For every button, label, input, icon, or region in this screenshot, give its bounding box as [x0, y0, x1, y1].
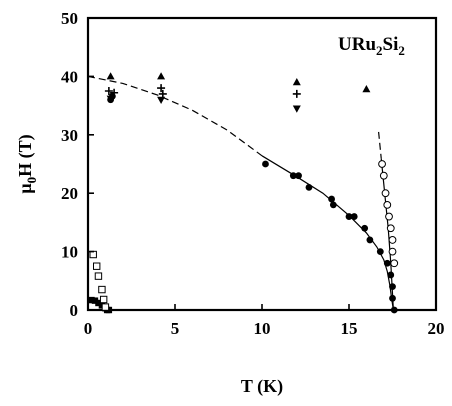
annotation-part-2: Si	[383, 34, 399, 55]
data-point-filled-circle	[329, 201, 337, 209]
x-tick-label: 5	[171, 319, 180, 338]
data-point-filled-circle	[345, 213, 353, 220]
solid-fit-curve	[261, 155, 394, 311]
y-tick-label: 10	[61, 243, 78, 262]
y-tick-label: 30	[61, 126, 78, 145]
data-point-filled-circle	[295, 172, 302, 180]
y-tick-label: 0	[70, 301, 79, 320]
data-point-open-circle	[381, 189, 390, 198]
data-point-plus	[110, 88, 119, 97]
data-point-filled-circle	[289, 172, 297, 180]
data-point-filled-circle	[305, 183, 313, 191]
data-point-filled-circle	[383, 259, 391, 267]
annotation-sub-2: 2	[398, 43, 405, 58]
data-point-filled-circle	[389, 283, 396, 291]
x-tick-label: 10	[254, 319, 271, 338]
data-point-triangle-up	[157, 72, 166, 80]
data-point-open-circle	[378, 160, 386, 168]
data-point-open-square	[101, 303, 110, 311]
x-tick-label: 15	[341, 319, 358, 338]
y-axis-title-rest: H (T)	[15, 134, 36, 177]
data-point-open-square	[98, 285, 106, 294]
data-point-triangle-down	[292, 105, 301, 113]
data-point-plus	[157, 84, 166, 93]
compound-annotation: URu2Si2	[338, 34, 405, 58]
data-point-filled-circle	[390, 306, 398, 314]
data-point-open-circle	[388, 247, 397, 256]
data-point-triangle-up	[292, 78, 301, 86]
data-point-open-circle	[390, 259, 399, 268]
points-layer	[88, 72, 399, 314]
data-point-plus	[158, 89, 167, 98]
data-point-open-square	[93, 262, 101, 270]
dashed-fit-curve	[378, 131, 382, 159]
data-point-filled-circle	[262, 160, 269, 168]
y-axis-title-sub: 0	[24, 177, 39, 184]
y-tick-label: 50	[61, 9, 78, 28]
data-point-filled-circle	[387, 271, 395, 279]
data-point-filled-square	[88, 296, 95, 304]
x-tick-label: 0	[84, 319, 93, 338]
data-point-triangle-down	[157, 96, 166, 104]
data-point-filled-square	[91, 297, 99, 304]
dashed-fit-curve	[87, 75, 263, 157]
curves-layer	[87, 75, 394, 311]
data-point-open-circle	[386, 224, 395, 233]
y-tick-label: 20	[61, 184, 78, 203]
data-point-open-square	[99, 295, 108, 304]
data-point-filled-circle	[328, 195, 335, 203]
y-axis-title: μ0H (T)	[15, 134, 39, 193]
data-point-filled-circle	[366, 236, 374, 244]
data-point-triangle-down	[106, 95, 115, 103]
ticks-layer: 0 5 10 15 20 0 10 20 30 40 50	[61, 9, 445, 338]
data-point-triangle-up	[362, 85, 371, 93]
data-point-filled-circle	[389, 294, 396, 302]
data-point-open-circle	[379, 171, 388, 180]
annotation-sub-1: 2	[376, 43, 383, 58]
y-tick-label: 40	[61, 67, 78, 86]
data-point-filled-circle	[350, 213, 358, 220]
data-point-plus	[104, 87, 113, 95]
data-point-filled-square	[95, 299, 102, 307]
data-point-plus	[292, 89, 301, 98]
data-point-open-circle	[385, 212, 393, 221]
x-axis-title: T (K)	[241, 376, 283, 397]
data-point-open-square	[94, 272, 103, 280]
data-point-open-circle	[388, 236, 397, 244]
x-tick-label: 20	[428, 319, 445, 338]
data-point-open-circle	[383, 200, 392, 209]
annotation-part-1: URu	[338, 34, 376, 55]
data-point-triangle-up	[106, 72, 115, 80]
data-point-filled-circle	[376, 248, 384, 256]
y-axis-title-mu: μ	[15, 183, 35, 193]
data-point-filled-circle	[361, 224, 369, 232]
